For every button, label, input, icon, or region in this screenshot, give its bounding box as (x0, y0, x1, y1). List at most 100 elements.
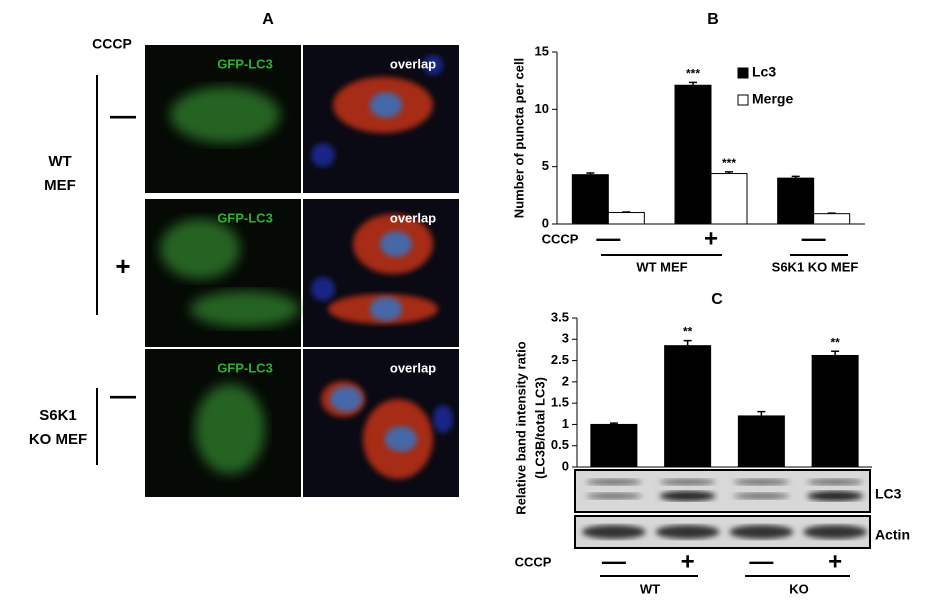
bar (813, 213, 851, 225)
cell-blob (195, 384, 265, 474)
image-caption: overlap (390, 56, 436, 71)
micrograph (303, 199, 459, 347)
nucleus (369, 92, 403, 118)
micrograph (303, 45, 459, 193)
y-axis-label: Relative band intensity ratio (513, 341, 528, 514)
group-label: S6K1 KO MEF (772, 259, 859, 274)
blot-band (733, 493, 790, 499)
cell-blob (311, 143, 335, 167)
x-tick-label: — (802, 225, 826, 252)
y-tick-label: 1.5 (551, 395, 569, 410)
y-tick-label: 1 (562, 416, 569, 431)
image-caption: GFP-LC3 (217, 360, 273, 375)
error-bar (725, 171, 733, 174)
nucleus (384, 426, 418, 452)
image-caption: overlap (390, 210, 436, 225)
bar (811, 354, 859, 468)
blot-band (585, 479, 642, 485)
cell-blob (311, 277, 335, 301)
cell-blob (433, 405, 453, 433)
group-label: WT (640, 581, 660, 596)
legend-label: Merge (752, 91, 793, 107)
micrograph (145, 45, 301, 193)
blot-band (655, 525, 720, 539)
blot-band (581, 525, 646, 539)
nucleus (379, 231, 413, 257)
blot-band (659, 479, 716, 485)
error-bar (831, 350, 840, 356)
error-bar (683, 339, 692, 346)
group-label: KO MEF (29, 431, 87, 448)
y-tick-label: 0 (562, 458, 569, 473)
error-bar (827, 212, 836, 214)
y-axis-label: (LC3B/total LC3) (532, 377, 547, 479)
blot-band (807, 479, 864, 485)
treatment-label: CCCP (92, 36, 132, 52)
significance-label: ** (683, 325, 693, 339)
blot-band (733, 479, 790, 485)
cell-blob (170, 87, 280, 143)
micrograph (303, 349, 459, 497)
nucleus (329, 386, 363, 412)
significance-label: ** (830, 335, 840, 349)
error-bar (757, 410, 766, 416)
image-caption: GFP-LC3 (217, 56, 273, 71)
y-tick-label: 2.5 (551, 352, 569, 367)
sign-label: — (110, 100, 136, 130)
error-bar (622, 211, 631, 213)
bar (777, 177, 815, 225)
blot-strip (574, 469, 871, 513)
x-tick-label: — (602, 548, 626, 575)
x-tick-label: — (596, 225, 620, 252)
error-bar (586, 172, 595, 175)
y-tick-label: 10 (535, 101, 549, 116)
sign-label: + (115, 251, 130, 281)
blot-band (803, 525, 868, 539)
bar (571, 174, 609, 225)
bar (664, 345, 712, 468)
group-label: KO (789, 581, 809, 596)
group-label: MEF (44, 177, 76, 194)
chart-title: C (711, 291, 723, 308)
bar (674, 84, 712, 225)
y-tick-label: 3.5 (551, 309, 569, 324)
blot-band (807, 491, 864, 501)
y-tick-label: 3 (562, 331, 569, 346)
panel-label: A (262, 11, 274, 28)
group-label: WT (48, 153, 71, 170)
image-caption: GFP-LC3 (217, 210, 273, 225)
cell-blob (423, 55, 443, 75)
y-tick-label: 0.5 (551, 437, 569, 452)
blot-label: Actin (875, 527, 910, 543)
x-axis-label: CCCP (515, 554, 552, 569)
blot-label: LC3 (875, 486, 902, 502)
micrograph (145, 349, 301, 497)
bar (590, 423, 638, 468)
y-tick-label: 15 (535, 43, 549, 58)
x-tick-label: + (681, 548, 695, 575)
x-tick-label: + (704, 225, 718, 252)
x-axis-label: CCCP (542, 231, 579, 246)
legend-swatch (737, 94, 749, 106)
sign-label: — (110, 380, 136, 410)
significance-label: *** (686, 67, 700, 81)
legend-label: Lc3 (752, 64, 776, 80)
significance-label: *** (722, 156, 736, 170)
x-tick-label: + (828, 548, 842, 575)
micrograph (145, 199, 301, 347)
image-caption: overlap (390, 360, 436, 375)
chart-title: B (707, 11, 719, 28)
group-label: S6K1 (39, 407, 77, 424)
y-tick-label: 0 (542, 215, 549, 230)
x-tick-label: — (749, 548, 773, 575)
y-axis-label: Number of puncta per cell (511, 58, 526, 218)
y-tick-label: 2 (562, 373, 569, 388)
cell-blob (190, 291, 300, 327)
bar (737, 415, 785, 468)
nucleus (369, 297, 403, 321)
blot-band (729, 525, 794, 539)
y-tick-label: 5 (542, 158, 549, 173)
bar (710, 173, 748, 225)
error-bar (689, 81, 697, 86)
